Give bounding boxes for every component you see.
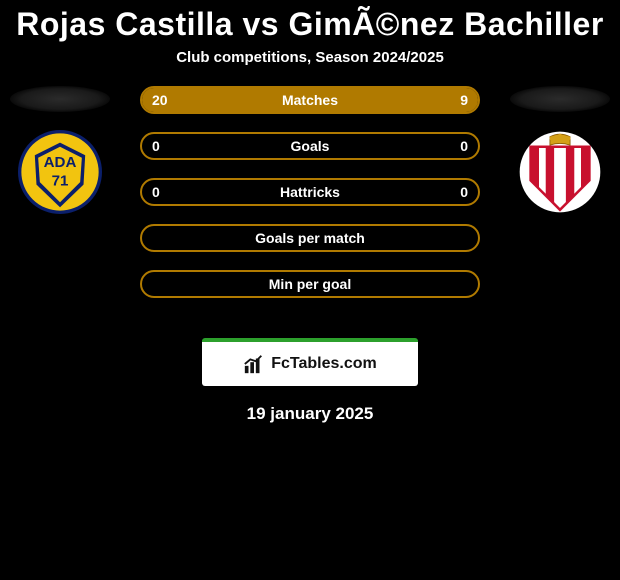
stat-bar-row: Min per goal — [140, 270, 480, 298]
stat-bar-row: Hattricks0 0 — [140, 178, 480, 206]
date-text: 19 january 2025 — [0, 404, 620, 424]
stat-bar-row: Matches20 9 — [140, 86, 480, 114]
stat-bar-row: Goals0 0 — [140, 132, 480, 160]
bar-label: Matches — [142, 92, 478, 108]
bar-label: Hattricks — [142, 184, 478, 200]
bar-value-right: 0 — [460, 138, 468, 154]
stat-bar-row: Goals per match — [140, 224, 480, 252]
bar-value-right: 9 — [460, 92, 468, 108]
algeciras-crest-icon — [518, 130, 602, 214]
bar-value-left: 0 — [152, 138, 160, 154]
brand-text: FcTables.com — [271, 355, 377, 373]
page-title: Rojas Castilla vs GimÃ©nez Bachiller — [0, 0, 620, 43]
alcorcon-crest-icon: ADA 71 — [18, 130, 102, 214]
bar-value-right: 0 — [460, 184, 468, 200]
shadow-ellipse — [10, 86, 110, 112]
subtitle: Club competitions, Season 2024/2025 — [0, 49, 620, 66]
brand-badge: FcTables.com — [202, 338, 418, 386]
right-club-slot — [505, 86, 615, 214]
bar-value-left: 0 — [152, 184, 160, 200]
svg-text:71: 71 — [52, 172, 69, 189]
bar-label: Goals per match — [142, 230, 478, 246]
svg-text:ADA: ADA — [44, 154, 77, 171]
shadow-ellipse — [510, 86, 610, 112]
left-club-slot: ADA 71 — [5, 86, 115, 214]
bar-value-left: 20 — [152, 92, 168, 108]
stat-bars: Matches209Goals00Hattricks00Goals per ma… — [140, 86, 480, 298]
comparison-panel: ADA 71 — [0, 86, 620, 316]
bar-label: Goals — [142, 138, 478, 154]
club-badge-right — [518, 130, 602, 214]
club-badge-left: ADA 71 — [18, 130, 102, 214]
bar-chart-icon — [243, 353, 265, 375]
bar-label: Min per goal — [142, 276, 478, 292]
